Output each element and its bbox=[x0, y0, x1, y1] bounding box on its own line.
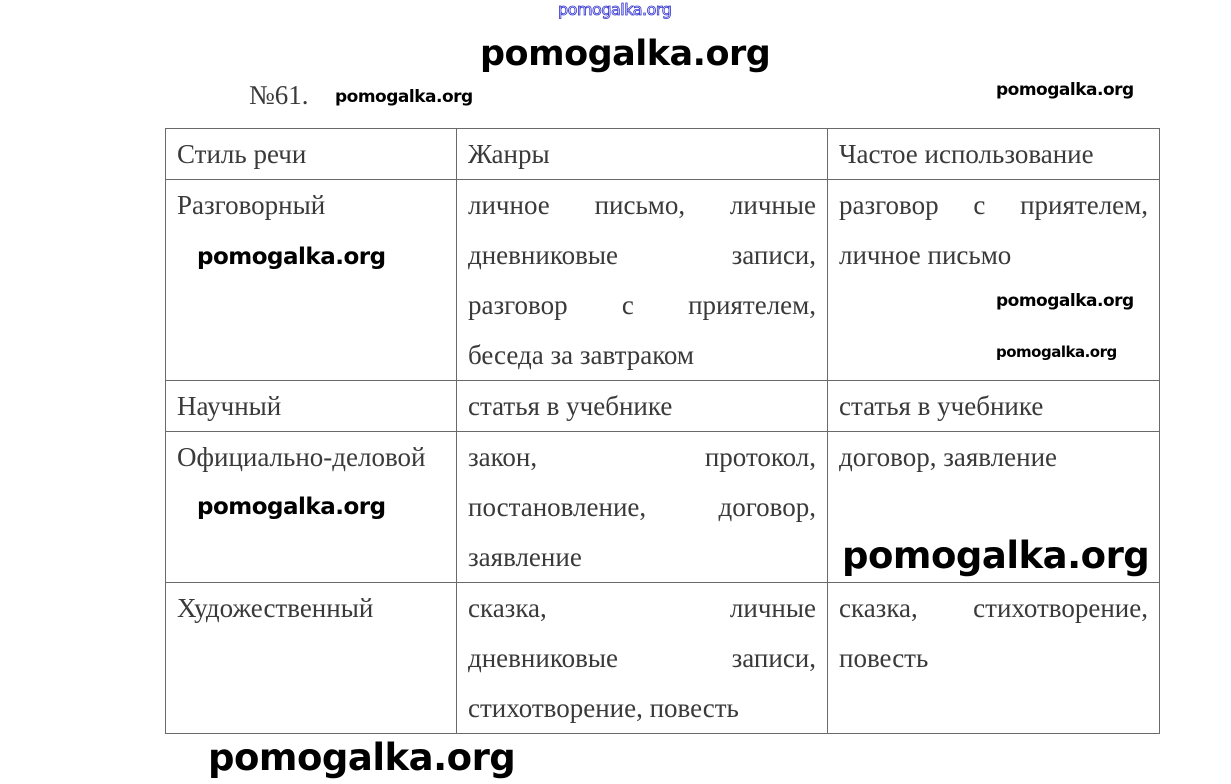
cell-line: Разговорный bbox=[177, 190, 326, 220]
cell-genres: статья в учебнике bbox=[456, 380, 828, 432]
watermark: pomogalka.org bbox=[197, 494, 386, 520]
exercise-number: №61. bbox=[249, 80, 309, 110]
header-text: Частое использование bbox=[839, 139, 1094, 169]
cell-style: Официально-деловой bbox=[165, 431, 457, 583]
speech-styles-table: Стиль речи Жанры Частое использование Ра… bbox=[165, 128, 1160, 734]
cell-line: личное письмо, личные bbox=[468, 190, 816, 220]
cell-line: разговор с приятелем, bbox=[468, 290, 816, 320]
cell-style: Научный bbox=[165, 380, 457, 432]
cell-line: дневниковые записи, bbox=[468, 643, 816, 673]
cell-genres: сказка, личные дневниковые записи, стихотв… bbox=[456, 582, 828, 734]
watermark: pomogalka.org bbox=[842, 534, 1150, 577]
cell-line: Официально-деловой bbox=[177, 442, 426, 472]
header-text: Жанры bbox=[468, 139, 550, 169]
watermark: pomogalka.org bbox=[996, 291, 1134, 311]
watermark: pomogalka.org bbox=[996, 80, 1134, 100]
cell-line: повесть bbox=[839, 643, 929, 673]
header-style: Стиль речи bbox=[165, 128, 457, 180]
cell-genres: закон, протокол, постановление, договор, з… bbox=[456, 431, 828, 583]
cell-line: Научный bbox=[177, 391, 282, 421]
watermark: pomogalka.org bbox=[197, 244, 386, 270]
cell-usage: сказка, стихотворение, повесть bbox=[827, 582, 1160, 734]
cell-style: Разговорный bbox=[165, 179, 457, 381]
cell-line: личное письмо bbox=[839, 240, 1012, 270]
header-genres: Жанры bbox=[456, 128, 828, 180]
cell-line: договор, заявление bbox=[839, 442, 1058, 472]
cell-style: Художественный bbox=[165, 582, 457, 734]
cell-usage: договор, заявление bbox=[827, 431, 1160, 583]
watermark: pomogalka.org bbox=[335, 87, 473, 107]
cell-line: заявление bbox=[468, 542, 582, 572]
cell-line: беседа за завтраком bbox=[468, 340, 695, 370]
header-usage: Частое использование bbox=[827, 128, 1160, 180]
header-text: Стиль речи bbox=[177, 139, 307, 169]
table-header-row: Стиль речи Жанры Частое использование bbox=[165, 128, 1160, 180]
cell-line: сказка, стихотворение, bbox=[839, 593, 1148, 623]
cell-line: Художественный bbox=[177, 593, 374, 623]
table-row: Художественный сказка, личные дневниковые … bbox=[165, 582, 1160, 734]
watermark: pomogalka.org bbox=[208, 736, 516, 779]
cell-line: закон, протокол, bbox=[468, 442, 816, 472]
cell-line: постановление, договор, bbox=[468, 492, 816, 522]
table-row: Научный статья в учебнике статья в учебник… bbox=[165, 380, 1160, 432]
cell-genres: личное письмо, личные дневниковые записи,… bbox=[456, 179, 828, 381]
cell-line: сказка, личные bbox=[468, 593, 816, 623]
cell-usage: статья в учебнике bbox=[827, 380, 1160, 432]
cell-line: дневниковые записи, bbox=[468, 240, 816, 270]
table-row: Разговорный личное письмо, личные дневнико… bbox=[165, 179, 1160, 381]
watermark: pomogalka.org bbox=[996, 343, 1117, 361]
cell-line: статья в учебнике bbox=[839, 391, 1044, 421]
cell-line: стихотворение, повесть bbox=[468, 693, 739, 723]
cell-line: статья в учебнике bbox=[468, 391, 673, 421]
watermark: pomogalka.org bbox=[480, 34, 771, 74]
cell-usage: разговор с приятелем, личное письмо bbox=[827, 179, 1160, 381]
cell-line: разговор с приятелем, bbox=[839, 190, 1148, 220]
table-row: Официально-деловой закон, протокол, постан… bbox=[165, 431, 1160, 583]
watermark: pomogalka.org bbox=[558, 0, 673, 19]
